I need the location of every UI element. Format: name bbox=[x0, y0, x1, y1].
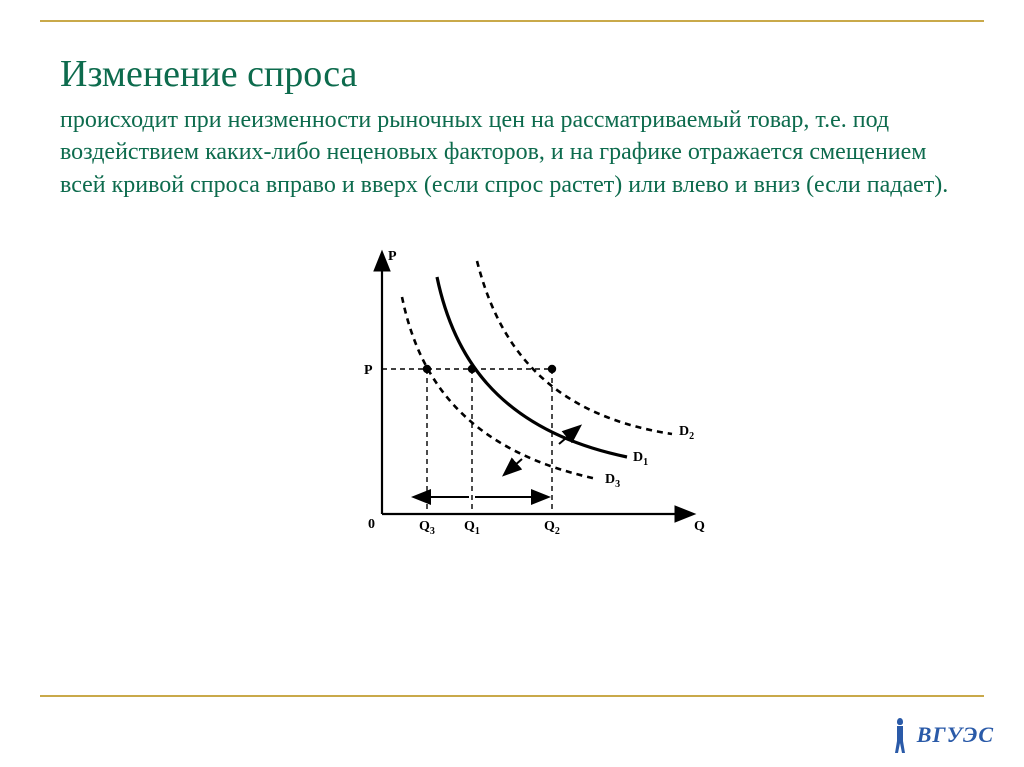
svg-text:D2: D2 bbox=[679, 424, 694, 442]
svg-text:D1: D1 bbox=[633, 450, 648, 468]
logo-figure-icon bbox=[889, 715, 911, 755]
logo-text: ВГУЭС bbox=[917, 722, 994, 748]
slide-title: Изменение спроса bbox=[60, 52, 964, 96]
svg-text:Q1: Q1 bbox=[464, 519, 480, 537]
svg-text:P: P bbox=[364, 363, 373, 378]
svg-text:Q: Q bbox=[694, 519, 705, 534]
demand-shift-chart: P Q 0 D1 D2 D3 P Q3 Q1 Q2 bbox=[60, 219, 964, 554]
slide-body: происходит при неизменности рыночных цен… bbox=[60, 104, 964, 201]
svg-text:D3: D3 bbox=[605, 472, 620, 490]
svg-text:0: 0 bbox=[368, 517, 375, 532]
svg-text:Q3: Q3 bbox=[419, 519, 435, 537]
slide-frame: Изменение спроса происходит при неизменн… bbox=[40, 20, 984, 697]
org-logo: ВГУЭС bbox=[889, 715, 994, 755]
svg-text:Q2: Q2 bbox=[544, 519, 560, 537]
svg-text:P: P bbox=[388, 249, 397, 264]
